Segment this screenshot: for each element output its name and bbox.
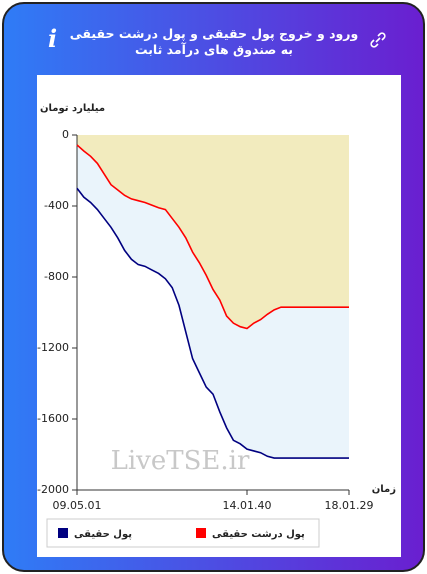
y-tick-label: 0 [62,128,69,141]
y-tick-label: -1200 [37,341,69,354]
x-tick-label: 14.01.40 [223,499,272,512]
x-tick-label: 18.01.29 [325,499,374,512]
legend-swatch [196,528,206,538]
x-tick-label: 09.05.01 [53,499,102,512]
y-tick-label: -2000 [37,483,69,496]
chart-title: ورود و خروج پول حقیقی و پول درشت حقیقی ب… [69,26,359,57]
line [76,187,349,459]
line [76,144,349,330]
y-tick-label: -800 [44,270,69,283]
y-tick-label: -1600 [37,412,69,425]
legend-box [46,518,320,548]
watermark: LiveTSE.ir [111,446,250,476]
x-axis-label: زمان [372,484,396,495]
legend-label: پول حقیقی [74,529,132,540]
info-icon[interactable]: i [48,24,58,53]
area [77,135,349,329]
link-icon[interactable] [370,32,386,48]
y-axis-label: میلیارد تومان [40,103,105,114]
legend-label: پول درشت حقیقی [212,529,305,540]
legend-swatch [58,528,68,538]
area [77,144,349,459]
y-tick-label: -400 [44,199,69,212]
